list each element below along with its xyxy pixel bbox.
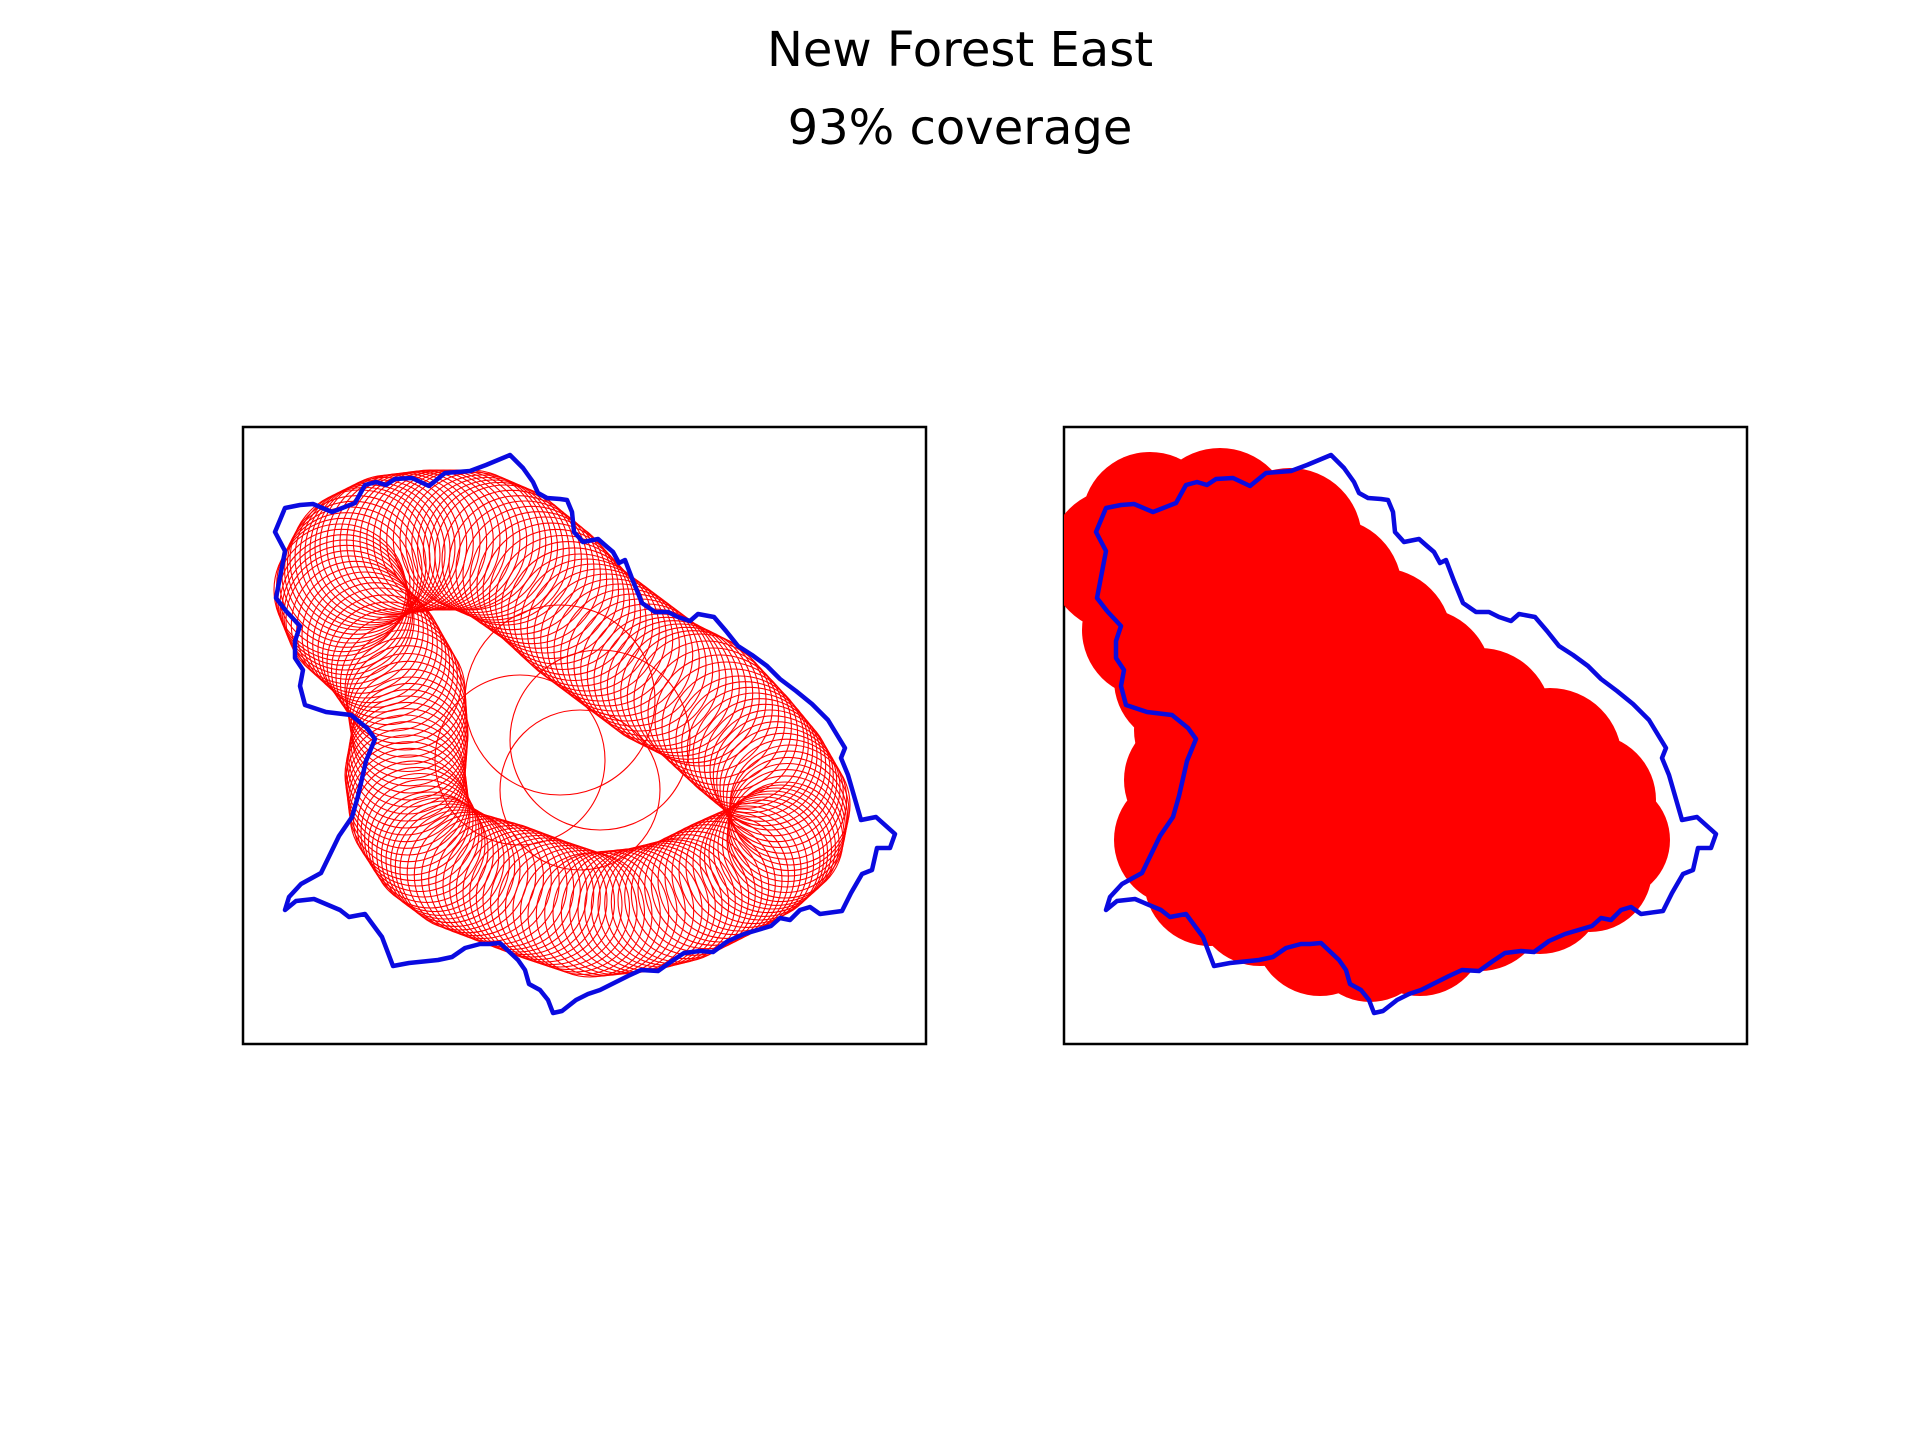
coverage-circle (335, 615, 458, 738)
coverage-circle (351, 676, 469, 794)
coverage-circle (488, 528, 625, 665)
coverage-circle (668, 668, 799, 799)
coverage-circle (290, 560, 420, 690)
coverage-circle (501, 541, 636, 676)
coverage-circle (405, 471, 547, 614)
coverage-circle (301, 571, 429, 699)
coverage-circle (726, 738, 848, 860)
coverage-circle (533, 568, 667, 702)
coverage-circle (610, 839, 736, 965)
panel-filled (1062, 425, 1749, 1046)
coverage-disc (1420, 740, 1580, 900)
coverage-circle (281, 544, 412, 676)
constituency-boundary-left (272, 452, 898, 1016)
coverage-circle (476, 516, 614, 654)
coverage-circle (321, 594, 447, 719)
coverage-circle (497, 842, 623, 968)
coverage-circle (546, 578, 680, 712)
panel-circles (241, 425, 928, 1046)
coverage-circle (650, 820, 776, 946)
coverage-circle (462, 505, 601, 645)
coverage-circle (434, 484, 576, 626)
coverage-circle (692, 692, 818, 818)
coverage-circle (686, 686, 814, 814)
coverage-circle (703, 703, 827, 827)
coverage-circle (509, 649, 691, 831)
coverage-circle (526, 563, 660, 697)
coverage-circle (630, 830, 756, 956)
coverage-circle (685, 805, 808, 928)
coverage-circle (411, 474, 553, 616)
coverage-circle (499, 709, 661, 871)
coverage-circle (692, 802, 815, 925)
coverage-circle (712, 790, 833, 910)
coverage-circle (312, 582, 438, 708)
coverage-circle (469, 832, 595, 958)
coverage-circle (606, 620, 740, 754)
coverage-circle (613, 623, 747, 757)
coverage-circle (617, 837, 743, 963)
coverage-disc (1170, 670, 1350, 850)
coverage-circle (469, 511, 608, 649)
coverage-circle (507, 547, 642, 682)
coverage-circle (317, 587, 443, 713)
coverage-subtitle: 93% coverage (787, 100, 1133, 156)
coverage-circle (504, 844, 631, 971)
coverage-disc (1340, 820, 1460, 940)
coverage-circle (434, 674, 606, 846)
coverage-circle (273, 523, 407, 657)
coverage-circle (455, 500, 595, 640)
coverage-circle (699, 799, 821, 921)
coverage-disc (1170, 530, 1290, 650)
coverage-circle (464, 604, 656, 796)
coverage-circle (709, 709, 831, 831)
figure-title: New Forest East (766, 22, 1154, 78)
coverage-circle (448, 495, 589, 635)
coverage-circle (553, 583, 687, 717)
coverage-circle (367, 785, 486, 904)
coverage-filled-area (1064, 448, 1670, 1002)
coverage-circle (664, 814, 789, 939)
coverage-circle (633, 633, 767, 767)
coverage-circle (482, 522, 620, 660)
coverage-circle (462, 829, 588, 956)
coverage-circle (428, 481, 570, 624)
coverage-circle (566, 593, 700, 727)
coverage-circle (356, 766, 477, 887)
coverage-circle (346, 645, 467, 765)
coverage-circle (416, 476, 559, 619)
constituency-boundary-right (1093, 452, 1719, 1016)
coverage-circle (640, 640, 773, 773)
coverage-circle (703, 796, 825, 917)
coverage-circle (306, 576, 434, 704)
coverage-circle (441, 489, 582, 631)
coverage-circle (449, 824, 575, 951)
coverage-circle (330, 608, 455, 732)
coverage-circle (520, 558, 654, 692)
coverage-circle (513, 553, 647, 687)
coverage-circle (390, 803, 510, 924)
coverage-circle (399, 809, 521, 931)
coverage-circle (644, 824, 770, 950)
coverage-circle (721, 784, 840, 903)
coverage-circle (681, 681, 809, 809)
coverage-circle (364, 779, 483, 898)
